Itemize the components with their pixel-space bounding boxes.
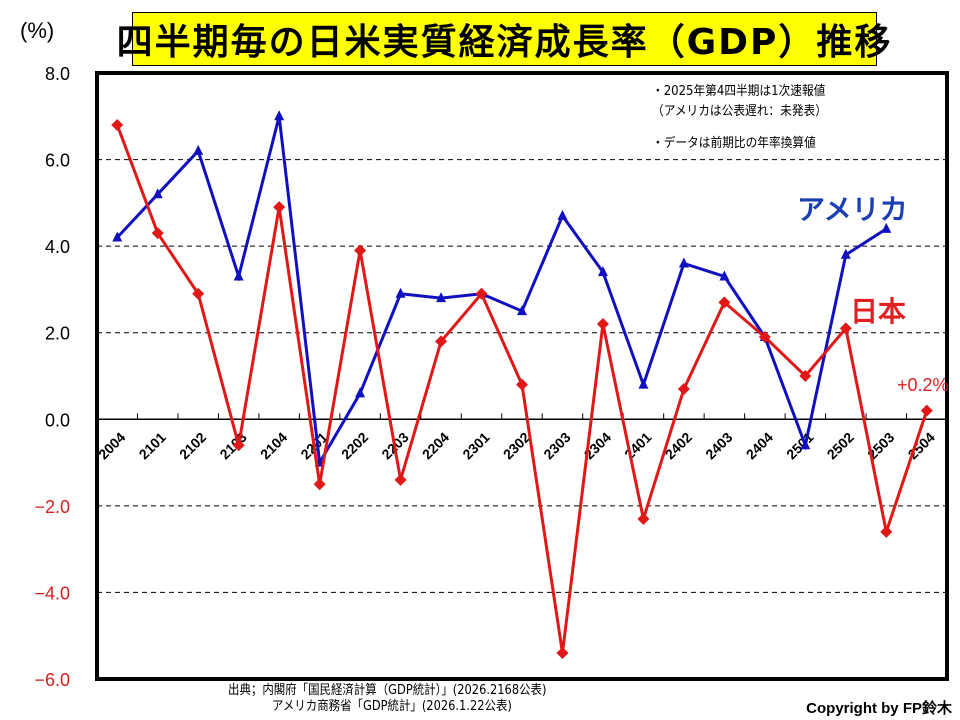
data-point-us: [881, 222, 892, 233]
y-tick-label: 2.0: [45, 324, 70, 344]
chart-title-box: 四半期毎の日米実質経済成長率（GDP）推移: [117, 12, 890, 66]
data-point-jp: [151, 227, 164, 240]
y-tick-label: 4.0: [45, 237, 70, 257]
data-point-us: [355, 387, 366, 398]
data-point-jp: [920, 404, 933, 417]
x-tick-label: 2202: [338, 429, 371, 462]
data-point-jp: [758, 331, 771, 344]
x-tick-label: 2004: [95, 429, 128, 462]
data-point-jp: [556, 647, 569, 660]
data-point-us: [719, 270, 730, 281]
data-point-us: [233, 270, 244, 281]
data-point-us: [517, 305, 527, 316]
x-tick-label: 2102: [176, 429, 209, 462]
data-point-jp: [313, 478, 326, 491]
note-us-delay: （アメリカは公表遅れ：未発表）: [652, 104, 827, 119]
y-axis-unit-label: (%): [20, 18, 55, 43]
series-line-us: [116, 115, 888, 468]
data-point-us: [274, 110, 285, 121]
y-tick-label: −2.0: [34, 497, 70, 517]
y-tick-label: 6.0: [45, 151, 70, 171]
x-tick-label: 2204: [419, 429, 452, 462]
data-point-jp: [192, 287, 205, 300]
legend-us-label: アメリカ: [797, 193, 908, 226]
y-tick-label: −4.0: [34, 583, 70, 603]
x-tick-label: 2403: [702, 429, 735, 462]
data-point-jp: [677, 382, 690, 395]
data-point-jp: [394, 473, 407, 486]
source-citation: 出典；内閣府「国民経済計算（GDP統計）」(2026.2168公表) アメリカ商…: [228, 683, 546, 715]
data-point-us: [395, 287, 406, 298]
data-point-jp: [718, 296, 731, 309]
plot-frame: [95, 71, 949, 681]
data-point-jp: [637, 512, 650, 525]
last-value-annotation: +0.2%: [897, 375, 949, 395]
legend-jp-label: 日本: [850, 295, 907, 328]
data-point-jp: [435, 335, 448, 348]
y-tick-label: 0.0: [45, 410, 70, 430]
data-point-us: [152, 188, 163, 199]
x-tick-label: 2301: [459, 429, 492, 462]
note-annualized: ・データは前期比の年率換算値: [652, 136, 816, 151]
data-point-jp: [596, 318, 609, 331]
data-point-us: [678, 257, 689, 268]
copyright: Copyright by FP鈴木: [806, 700, 952, 717]
series-layer: [111, 110, 933, 660]
data-point-jp: [880, 525, 893, 538]
data-point-jp: [516, 378, 528, 391]
data-point-jp: [839, 322, 852, 335]
data-point-jp: [799, 370, 812, 382]
data-point-jp: [475, 287, 488, 300]
source-line-2: アメリカ商務省「GDP統計」(2026.1.22公表): [272, 699, 512, 714]
x-tick-label: 2104: [257, 429, 290, 462]
gridlines: [97, 159, 947, 593]
data-point-us: [436, 292, 447, 303]
data-point-jp: [232, 439, 245, 452]
source-line-1: 出典；内閣府「国民経済計算（GDP統計）」(2026.2168公表): [228, 683, 547, 698]
note-preliminary: ・2025年第4四半期は1次速報値: [652, 84, 826, 99]
chart-title: 四半期毎の日米実質経済成長率（GDP）推移: [116, 22, 893, 63]
data-point-jp: [354, 244, 367, 257]
y-axis-ticks: 8.0 6.0 4.0 2.0 0.0 −2.0 −4.0 −6.0: [34, 64, 70, 690]
x-tick-label: 2303: [540, 429, 573, 462]
x-tick-label: 2101: [136, 429, 169, 462]
data-point-jp: [273, 201, 286, 214]
y-tick-label: −6.0: [34, 670, 70, 690]
data-point-us: [638, 378, 649, 389]
data-point-us: [112, 231, 123, 242]
x-axis: 2004 2101 2102 2103 2104 2201 2202 2203 2204 2301…: [95, 413, 947, 462]
data-point-us: [840, 248, 851, 259]
data-point-us: [597, 266, 608, 277]
data-point-jp: [111, 118, 124, 131]
data-point-us: [193, 144, 204, 155]
x-tick-label: 2502: [824, 429, 857, 462]
x-tick-label: 2404: [743, 429, 776, 462]
data-point-us: [557, 209, 568, 220]
y-tick-label: 8.0: [45, 64, 70, 84]
data-point-us: [800, 439, 811, 450]
